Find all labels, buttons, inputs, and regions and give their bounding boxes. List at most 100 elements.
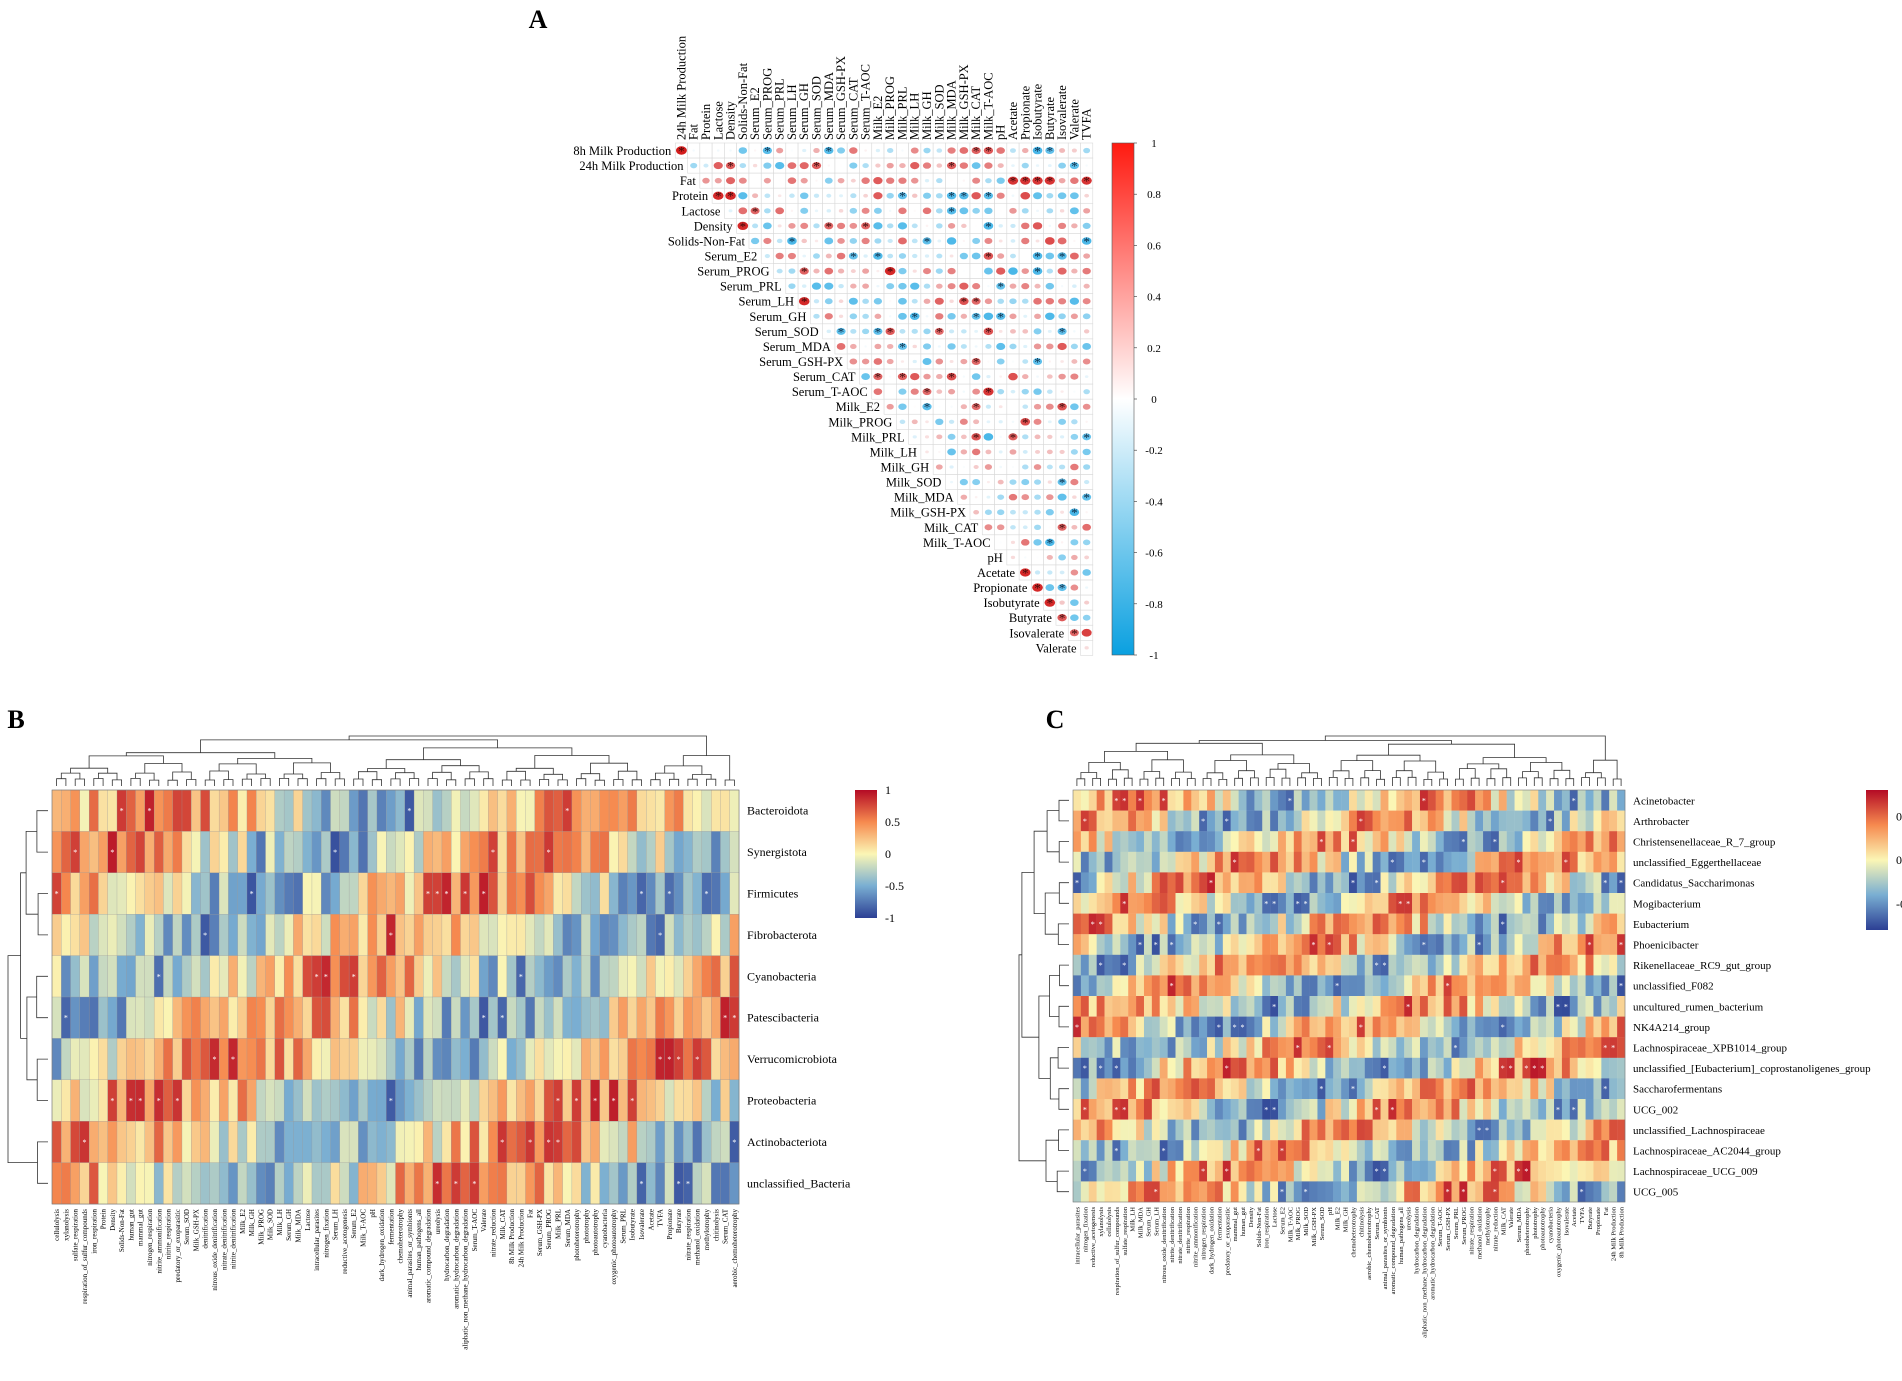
- heatmap-cell: [1388, 831, 1397, 852]
- correlogram-circle: [838, 209, 844, 213]
- heatmap-cell: [1380, 975, 1389, 997]
- correlogram-circle: [762, 146, 773, 155]
- heatmap-cell: [1380, 1078, 1389, 1100]
- correlogram-circle: [1009, 298, 1017, 305]
- heatmap-cell: [1451, 913, 1460, 935]
- row-dendrogram: [26, 996, 38, 1081]
- heatmap-cell: [1483, 1160, 1492, 1182]
- heatmap-cell: [153, 1162, 164, 1205]
- correlogram-circle: [971, 312, 981, 320]
- correlogram-circle: [1022, 510, 1028, 515]
- correlogram-circle: [850, 269, 856, 274]
- heatmap-cell: [1325, 913, 1334, 935]
- heatmap-cell: [1569, 810, 1578, 832]
- heatmap-col-label: Solids-Non-Fat: [1256, 1207, 1263, 1247]
- heatmap-cell: [404, 1162, 415, 1205]
- colorbar-tick-label: 0.5: [1896, 809, 1902, 823]
- heatmap-col-label: Serum_E2: [350, 1209, 358, 1239]
- heatmap-cell: [1404, 954, 1413, 976]
- heatmap-cell: [1349, 1016, 1358, 1038]
- correlogram-circle: [949, 299, 954, 303]
- correlogram-circle: [983, 146, 994, 155]
- heatmap-cell: [1475, 1140, 1484, 1161]
- heatmap-cell: [1333, 1016, 1342, 1038]
- heatmap-cell: [1120, 1181, 1129, 1203]
- heatmap-cell: [599, 955, 610, 998]
- heatmap-cell: [1301, 996, 1310, 1017]
- heatmap-cell: [599, 996, 610, 1039]
- significance-marker: *: [658, 931, 662, 940]
- correlogram-circle: [1069, 297, 1080, 305]
- correlogram-circle: [1011, 405, 1015, 408]
- heatmap-cell: [1609, 893, 1618, 914]
- colorbar-a-tick-label: -0.6: [1145, 548, 1163, 560]
- correlogram-circle: [1084, 555, 1090, 560]
- heatmap-cell: [339, 831, 350, 874]
- colorbar-a-tick-label: 0.6: [1147, 240, 1161, 252]
- heatmap-cell: [1278, 831, 1287, 852]
- heatmap-cell: [274, 872, 285, 915]
- heatmap-cell: [1230, 996, 1239, 1017]
- heatmap-cell: [1356, 975, 1365, 997]
- heatmap-cell: [200, 955, 211, 998]
- heatmap-cell: [720, 872, 731, 915]
- heatmap-cell: [358, 872, 368, 915]
- correlogram-circle: [960, 313, 968, 319]
- correlogram-circle: [1021, 494, 1030, 501]
- correlogram-circle: [763, 237, 772, 245]
- heatmap-cell: [1096, 851, 1105, 873]
- heatmap-cell: [1120, 1119, 1129, 1141]
- heatmap-cell: [1498, 1140, 1507, 1161]
- heatmap-cell: [1364, 1119, 1373, 1141]
- heatmap-col-label: intracellular_parasites: [1074, 1207, 1081, 1265]
- colorbar-tick-label: -1: [885, 911, 895, 925]
- heatmap-cell: [1333, 1078, 1342, 1100]
- heatmap-cell: [98, 831, 109, 874]
- heatmap-cell: [618, 831, 628, 874]
- correlogram-circle: [959, 207, 969, 215]
- correlogram-circle: [998, 420, 1003, 424]
- heatmap-cell: [1514, 790, 1523, 811]
- heatmap-cell: [358, 1121, 368, 1163]
- heatmap-col-label: Milk_GH: [1343, 1207, 1350, 1233]
- correlogram-circle: [1036, 209, 1039, 213]
- heatmap-cell: [506, 996, 517, 1039]
- heatmap-cell: [1569, 1057, 1578, 1079]
- heatmap-col-label: ureolysis: [434, 1209, 442, 1235]
- heatmap-cell: [1230, 934, 1239, 955]
- heatmap-cell: [1183, 872, 1192, 894]
- heatmap-cell: [1546, 975, 1555, 997]
- heatmap-cell: [1270, 851, 1279, 873]
- heatmap-cell: [516, 1121, 526, 1163]
- heatmap-cell: [1199, 851, 1208, 873]
- correlogram-circle: [1008, 372, 1018, 381]
- heatmap-cell: [1341, 934, 1350, 955]
- heatmap-cell: [469, 1079, 480, 1122]
- heatmap-row-label: Eubacterium: [1633, 919, 1690, 931]
- correlogram-circle: [972, 479, 981, 486]
- heatmap-cell: [1609, 913, 1618, 935]
- heatmap-cell: [469, 914, 480, 956]
- heatmap-cell: [1380, 1181, 1389, 1203]
- heatmap-cell: [1073, 1078, 1082, 1100]
- heatmap-cell: [710, 1121, 721, 1163]
- correlogram-circle: [1070, 614, 1079, 622]
- heatmap-cell: [51, 1162, 62, 1205]
- heatmap-col-label: Serum_PRL: [619, 1209, 627, 1244]
- significance-marker: *: [175, 1097, 179, 1106]
- correlogram-circle: [775, 252, 784, 260]
- heatmap-cell: [1293, 831, 1302, 852]
- correlogram-circle: [1047, 570, 1053, 575]
- correlogram-circle: [971, 192, 981, 200]
- heatmap-cell: [1278, 1099, 1287, 1120]
- correlogram-row-label: Valerate: [1036, 641, 1077, 655]
- heatmap-cell: [432, 1038, 443, 1081]
- heatmap-cell: [1483, 996, 1492, 1017]
- heatmap-cell: [1601, 1181, 1610, 1203]
- heatmap-cell: [1238, 790, 1247, 811]
- correlogram-circle: [935, 464, 943, 470]
- correlogram-circle: [971, 252, 981, 260]
- heatmap-cell: [1073, 1057, 1082, 1079]
- heatmap-cell: [1262, 810, 1271, 832]
- correlogram-circle: [996, 147, 1005, 154]
